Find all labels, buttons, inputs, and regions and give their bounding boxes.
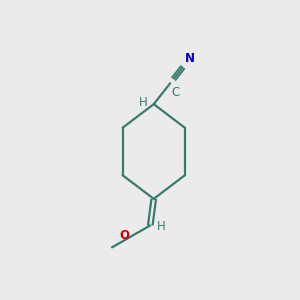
Text: H: H (139, 97, 148, 110)
Text: H: H (157, 220, 166, 233)
Text: N: N (185, 52, 195, 65)
Text: C: C (171, 86, 180, 99)
Text: O: O (119, 229, 129, 242)
